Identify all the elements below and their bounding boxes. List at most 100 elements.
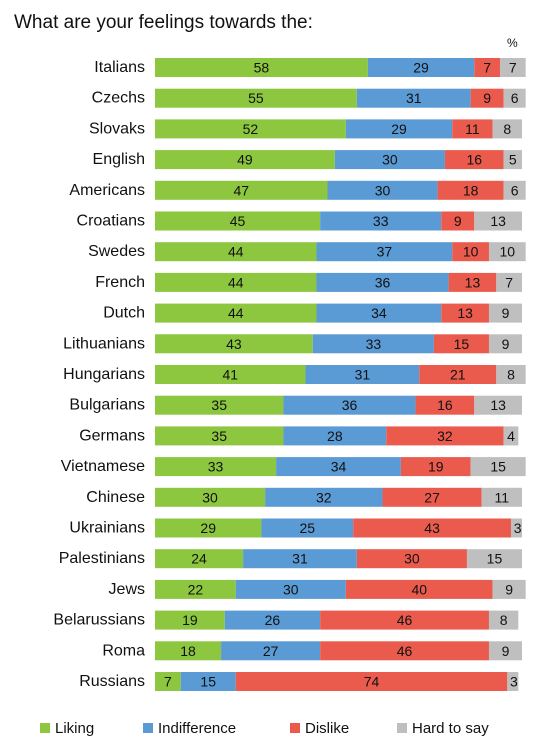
bar-segment-hard-to-say xyxy=(488,242,526,262)
data-label: 7 xyxy=(483,60,491,76)
legend: Liking Indifference Dislike Hard to say xyxy=(0,716,534,740)
data-label: 31 xyxy=(406,90,422,106)
category-label: Croatians xyxy=(77,213,145,230)
category-label: Swedes xyxy=(88,243,145,260)
category-label: Jews xyxy=(109,581,145,598)
data-label: 16 xyxy=(467,152,483,168)
bar-segment-hard-to-say xyxy=(488,334,522,354)
data-label: 30 xyxy=(202,489,218,505)
data-label: 40 xyxy=(411,581,427,597)
data-label: 30 xyxy=(382,152,398,168)
data-label: 44 xyxy=(228,244,244,260)
data-label: 45 xyxy=(230,213,246,229)
data-label: 13 xyxy=(490,213,506,229)
bar-segment-dislike xyxy=(452,119,493,139)
bar-segment-liking xyxy=(155,672,181,691)
legend-swatch xyxy=(143,723,153,733)
bar-segment-hard-to-say xyxy=(466,549,522,569)
data-label: 13 xyxy=(490,397,506,413)
data-label: 55 xyxy=(248,90,264,106)
bar-segment-indifference xyxy=(367,58,475,77)
data-label: 7 xyxy=(505,274,513,290)
bar-row: Belarussians 19 26 46 8 xyxy=(53,610,519,630)
bar-segment-liking xyxy=(155,395,284,415)
data-label: 15 xyxy=(454,336,470,352)
category-label: Lithuanians xyxy=(63,335,145,352)
bar-segment-indifference xyxy=(235,579,346,599)
bar-segment-liking xyxy=(155,426,284,446)
bar-segment-dislike xyxy=(356,549,467,569)
bar-segment-liking xyxy=(155,119,346,139)
bar-segment-liking xyxy=(155,579,236,599)
data-label: 8 xyxy=(503,121,511,137)
category-label: Roma xyxy=(102,642,145,659)
data-label: 25 xyxy=(300,520,316,536)
data-label: 16 xyxy=(437,397,453,413)
bar-row: Croatians 45 33 9 13 xyxy=(77,211,522,231)
data-label: 35 xyxy=(211,428,227,444)
data-label: 31 xyxy=(355,367,371,383)
data-label: 9 xyxy=(502,336,510,352)
bar-segment-indifference xyxy=(312,334,434,354)
bar-segment-hard-to-say xyxy=(503,150,522,170)
data-label: 6 xyxy=(511,182,519,198)
data-label: 36 xyxy=(375,274,391,290)
data-label: 34 xyxy=(371,305,387,321)
bar-row: Vietnamese 33 34 19 15 xyxy=(61,457,526,477)
data-label: 33 xyxy=(373,213,389,229)
bar-segment-liking xyxy=(155,487,266,507)
bar-row: Roma 18 27 46 9 xyxy=(102,641,522,661)
data-label: 30 xyxy=(404,551,420,567)
category-label: French xyxy=(95,274,145,291)
data-label: 4 xyxy=(507,428,515,444)
category-label: Chinese xyxy=(86,489,145,506)
data-label: 36 xyxy=(342,397,358,413)
legend-label: Indifference xyxy=(158,719,237,737)
bar-segment-dislike xyxy=(474,58,500,77)
bar-segment-dislike xyxy=(386,426,504,446)
data-label: 7 xyxy=(164,674,172,690)
bar-row: Lithuanians 43 33 15 9 xyxy=(63,334,522,354)
bar-segment-dislike xyxy=(444,150,504,170)
bar-segment-indifference xyxy=(261,518,354,538)
bar-segment-hard-to-say xyxy=(492,119,522,139)
data-label: 46 xyxy=(397,612,413,628)
data-label: 10 xyxy=(500,244,516,260)
category-label: Germans xyxy=(79,427,145,444)
bar-row: Palestinians 24 31 30 15 xyxy=(59,549,522,569)
bar-segment-liking xyxy=(155,88,357,108)
bar-segment-hard-to-say xyxy=(474,211,522,231)
category-label: Russians xyxy=(79,673,145,690)
bar-segment-indifference xyxy=(327,180,438,200)
bar-segment-liking xyxy=(155,518,262,538)
bar-segment-indifference xyxy=(316,272,449,292)
data-label: 46 xyxy=(397,643,413,659)
bar-segment-hard-to-say xyxy=(481,487,522,507)
category-label: Palestinians xyxy=(59,550,145,567)
data-label: 43 xyxy=(424,520,440,536)
category-label: Ukrainians xyxy=(69,520,145,537)
bar-segment-liking xyxy=(155,457,277,477)
bar-segment-indifference xyxy=(224,610,321,630)
data-label: 32 xyxy=(316,489,332,505)
bar-segment-dislike xyxy=(437,180,504,200)
data-label: 22 xyxy=(188,581,204,597)
data-label: 35 xyxy=(211,397,227,413)
data-label: 11 xyxy=(465,121,480,137)
bar-segment-indifference xyxy=(265,487,383,507)
bar-segment-liking xyxy=(155,303,317,323)
bar-row: Jews 22 30 40 9 xyxy=(109,579,526,599)
bar-segment-liking xyxy=(155,242,317,262)
bar-row: Germans 35 28 32 4 xyxy=(79,426,519,446)
bar-segment-hard-to-say xyxy=(488,641,522,661)
bar-segment-dislike xyxy=(419,365,497,384)
category-label: Vietnamese xyxy=(61,458,145,475)
bar-segment-dislike xyxy=(345,579,493,599)
data-label: 74 xyxy=(364,674,380,690)
data-label: 9 xyxy=(454,213,462,229)
bar-segment-dislike xyxy=(235,672,508,691)
bar-segment-hard-to-say xyxy=(507,672,519,691)
bar-segment-indifference xyxy=(356,88,471,108)
data-label: 11 xyxy=(495,489,510,505)
data-label: 33 xyxy=(208,459,224,475)
